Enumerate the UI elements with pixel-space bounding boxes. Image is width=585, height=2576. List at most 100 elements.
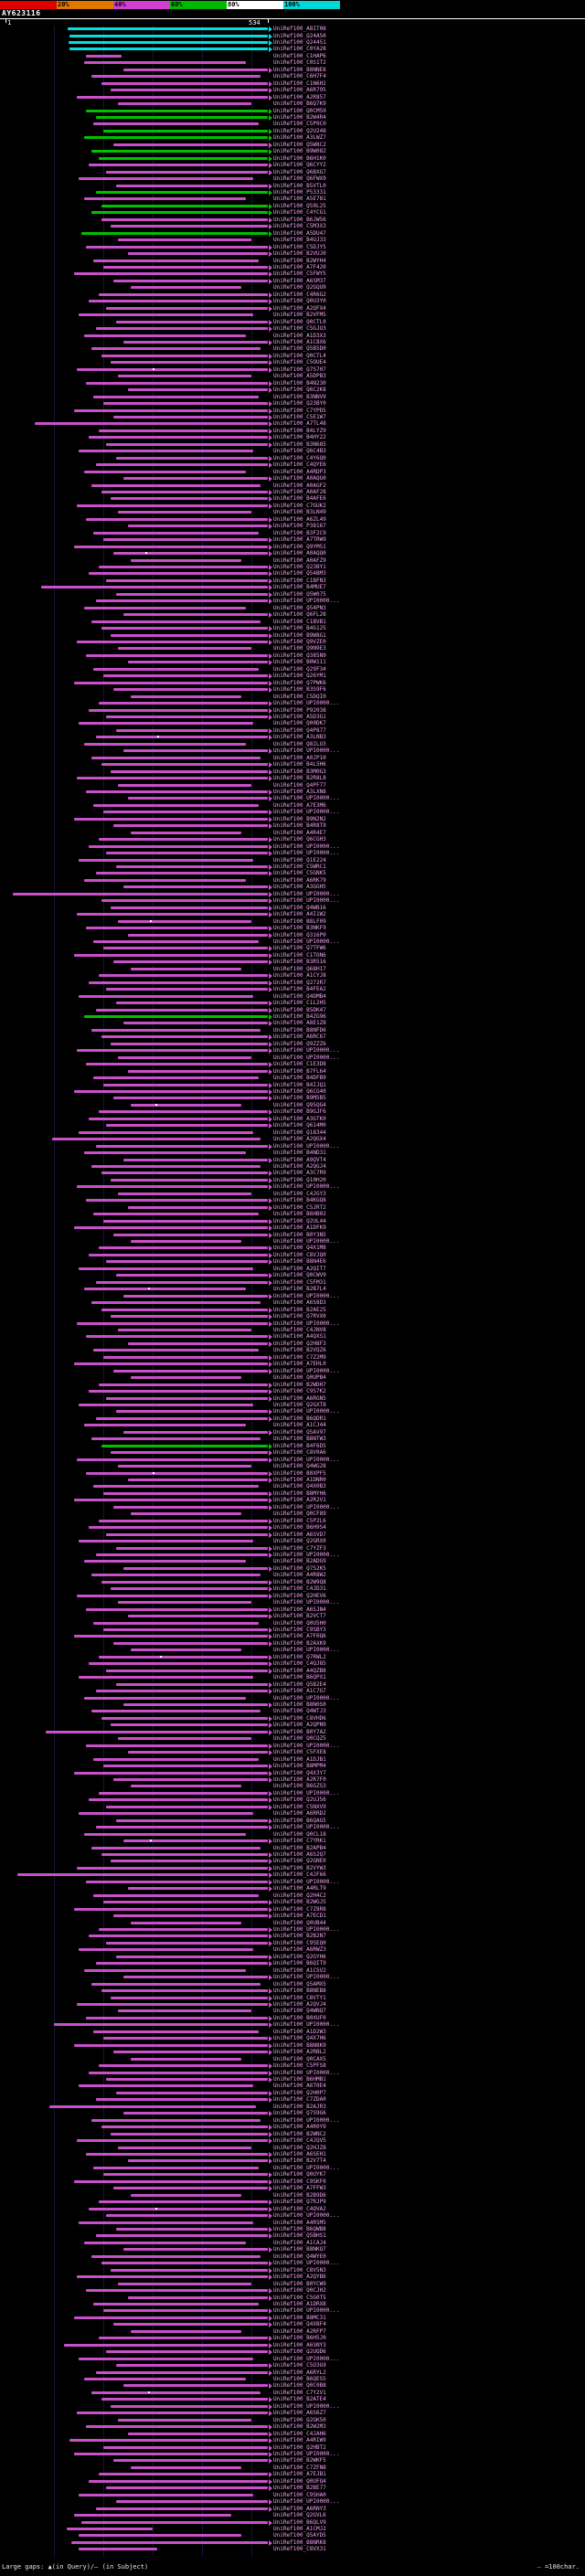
hit-label[interactable]: UniRef100_Q0CTL0 (273, 318, 326, 325)
hit-bar[interactable] (118, 1737, 251, 1741)
hit-label[interactable]: UniRef100_B8NTW3 (273, 1436, 326, 1443)
hit-label[interactable]: UniRef100_UPI0000... (273, 2164, 340, 2171)
hit-bar[interactable] (89, 1798, 268, 1802)
hit-label[interactable]: UniRef100_Q0UFQ4 (273, 2477, 326, 2485)
hit-bar[interactable] (103, 538, 268, 542)
hit-label[interactable]: UniRef100_B3LN49 (273, 509, 326, 516)
hit-bar[interactable] (128, 388, 268, 392)
hit-bar[interactable] (89, 572, 268, 576)
hit-label[interactable]: UniRef100_Q272R7 (273, 979, 326, 986)
hit-label[interactable]: UniRef100_UPI0000... (273, 1456, 340, 1463)
hit-bar[interactable] (122, 885, 268, 889)
hit-bar[interactable] (90, 620, 261, 623)
hit-bar[interactable] (105, 1260, 268, 1264)
hit-label[interactable]: UniRef100_C7Z8R8 (273, 1905, 326, 1913)
hit-label[interactable]: UniRef100_B2W2M3 (273, 2423, 326, 2431)
hit-bar[interactable] (89, 1117, 268, 1120)
hit-label[interactable]: UniRef100_C5FXE8 (273, 1749, 326, 1756)
hit-bar[interactable] (16, 1873, 268, 1877)
hit-bar[interactable] (86, 54, 122, 58)
hit-bar[interactable] (54, 2023, 268, 2027)
hit-bar[interactable] (73, 1226, 268, 1230)
hit-bar[interactable] (96, 1826, 268, 1829)
hit-label[interactable]: UniRef100_B2R8L8 (273, 775, 326, 781)
hit-label[interactable]: UniRef100_C1HAP6 (273, 52, 326, 59)
hit-label[interactable]: UniRef100_A2QIT7 (273, 1265, 326, 1272)
hit-bar[interactable] (86, 790, 268, 793)
hit-bar[interactable] (79, 994, 254, 998)
hit-bar[interactable] (73, 2179, 268, 2183)
hit-bar[interactable] (103, 1083, 268, 1087)
hit-bar[interactable] (112, 2051, 268, 2054)
hit-bar[interactable] (111, 225, 268, 228)
hit-label[interactable]: UniRef100_B4F6D5 (273, 1442, 326, 1449)
hit-bar[interactable] (130, 2057, 241, 2061)
hit-bar[interactable] (79, 177, 254, 180)
hit-label[interactable]: UniRef100_Q0CTL4 (273, 352, 326, 359)
hit-label[interactable]: UniRef100_A0AQQ0 (273, 550, 326, 557)
hit-label[interactable]: UniRef100_C5M3X3 (273, 223, 326, 230)
hit-bar[interactable] (89, 2479, 268, 2483)
hit-label[interactable]: UniRef100_Q2GRX0 (273, 1538, 326, 1544)
hit-label[interactable]: UniRef100_UPI0000... (273, 2260, 340, 2267)
hit-label[interactable]: UniRef100_Q5B5D0 (273, 345, 326, 353)
hit-label[interactable]: UniRef100_A2R2V1 (273, 1497, 326, 1504)
hit-bar[interactable] (73, 2514, 232, 2518)
hit-label[interactable]: UniRef100_UPI0000... (273, 1238, 340, 1245)
hit-label[interactable]: UniRef100_A1CAJ4 (273, 2239, 326, 2246)
hit-bar[interactable] (101, 1580, 268, 1584)
hit-label[interactable]: UniRef100_Q4XBF4 (273, 2321, 326, 2328)
hit-label[interactable]: UniRef100_A6S2Q7 (273, 1850, 326, 1858)
hit-bar[interactable] (90, 150, 268, 154)
hit-bar[interactable] (122, 2384, 268, 2388)
hit-bar[interactable] (128, 1478, 268, 1481)
hit-bar[interactable] (73, 1362, 268, 1366)
hit-bar[interactable] (98, 1791, 268, 1795)
hit-bar[interactable] (76, 504, 268, 507)
hit-bar[interactable] (105, 442, 268, 446)
hit-label[interactable]: UniRef100_B2WKF5 (273, 2457, 326, 2465)
hit-label[interactable]: UniRef100_C7YZF3 (273, 1544, 326, 1552)
hit-label[interactable]: UniRef100_A4QZB8 (273, 1667, 326, 1674)
hit-bar[interactable] (105, 1941, 268, 1945)
hit-label[interactable]: UniRef100_B8MYH6 (273, 1489, 326, 1497)
hit-bar[interactable] (46, 1730, 268, 1733)
hit-bar[interactable] (111, 2404, 268, 2408)
hit-label[interactable]: UniRef100_A6S8D3 (273, 1299, 326, 1307)
hit-label[interactable]: UniRef100_A3LWZ7 (273, 134, 326, 142)
hit-label[interactable]: UniRef100_UPI0000... (273, 938, 340, 945)
hit-bar[interactable] (105, 2078, 268, 2081)
hit-bar[interactable] (118, 2146, 251, 2149)
hit-label[interactable]: UniRef100_A2RFP7 (273, 2327, 326, 2335)
hit-label[interactable]: UniRef100_Q5W075 (273, 590, 326, 598)
hit-label[interactable]: UniRef100_Q4WNQ7 (273, 2008, 326, 2015)
hit-label[interactable]: UniRef100_B8N8K9 (273, 2041, 326, 2049)
hit-bar[interactable] (105, 1805, 268, 1808)
hit-bar[interactable] (128, 1069, 268, 1073)
hit-bar[interactable] (68, 27, 268, 30)
hit-bar[interactable] (79, 1812, 254, 1816)
hit-label[interactable]: UniRef100_Q0CL18 (273, 1830, 326, 1838)
hit-label[interactable]: UniRef100_A0AQG0 (273, 475, 326, 482)
hit-bar[interactable] (80, 2520, 268, 2524)
hit-label[interactable]: UniRef100_C7GUK2 (273, 502, 326, 509)
hit-label[interactable]: UniRef100_UPI0000... (273, 897, 340, 905)
hit-label[interactable]: UniRef100_Q2UJ56 (273, 1797, 326, 1804)
hit-bar[interactable] (89, 981, 268, 984)
hit-label[interactable]: UniRef100_B6H9S4 (273, 1524, 326, 1532)
hit-label[interactable]: UniRef100_C5GJU3 (273, 325, 326, 332)
hit-label[interactable]: UniRef100_A6RK79 (273, 876, 326, 884)
hit-label[interactable]: UniRef100_Q6CYY2 (273, 162, 326, 169)
hit-bar[interactable] (12, 892, 268, 896)
hit-label[interactable]: UniRef100_C9SHA0 (273, 2491, 326, 2498)
hit-label[interactable]: UniRef100_A6RC67 (273, 1034, 326, 1041)
hit-label[interactable]: UniRef100_C9S7K2 (273, 1388, 326, 1394)
hit-label[interactable]: UniRef100_Q2GK50 (273, 2416, 326, 2423)
hit-bar[interactable] (64, 2343, 268, 2347)
hit-bar[interactable] (130, 1240, 241, 1243)
hit-bar[interactable] (90, 1982, 261, 1986)
hit-bar[interactable] (73, 1090, 268, 1093)
hit-bar[interactable] (90, 2254, 261, 2258)
hit-label[interactable]: UniRef100_C7Y2V1 (273, 2389, 326, 2396)
hit-label[interactable]: UniRef100_Q4X0B3 (273, 1483, 326, 1490)
